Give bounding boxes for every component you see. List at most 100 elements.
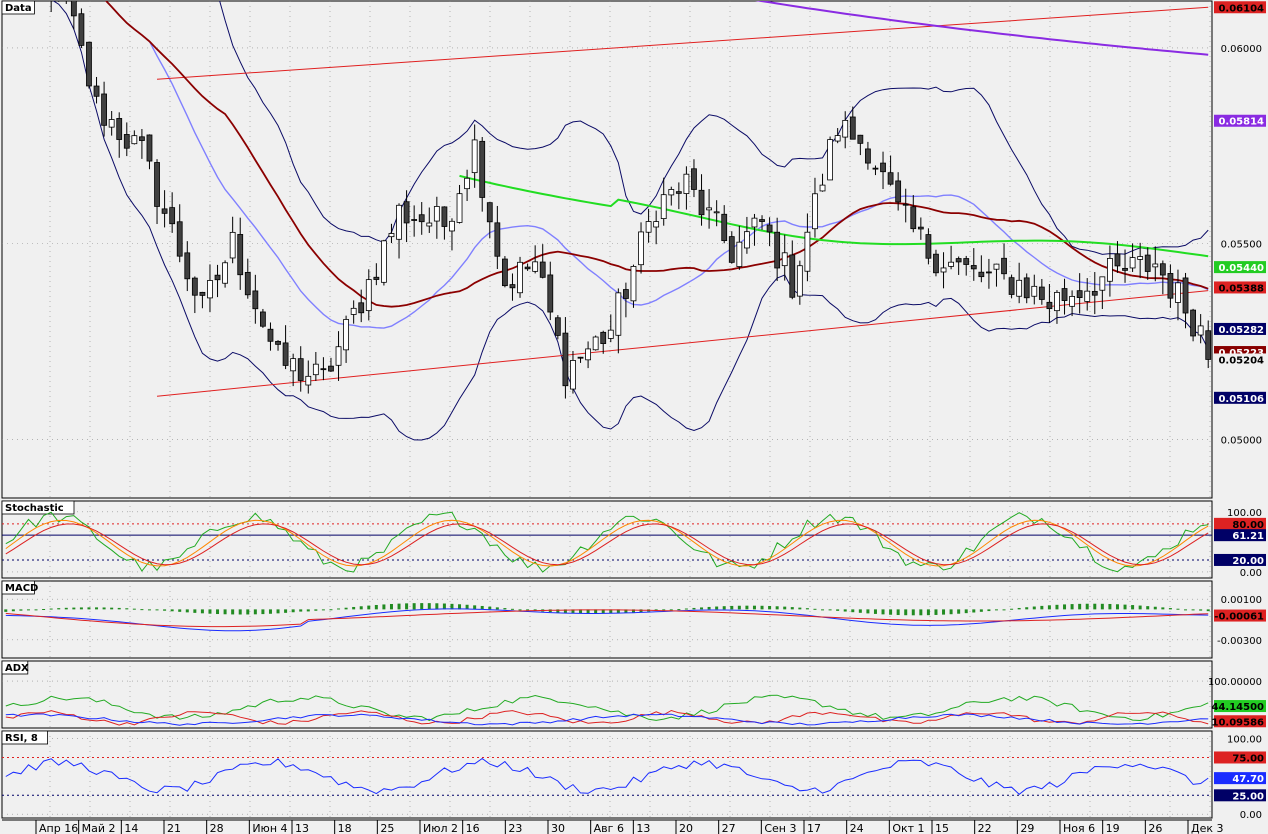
candle-body bbox=[297, 358, 304, 381]
rsi-value-tag bbox=[1214, 751, 1266, 764]
macd-histogram-bar bbox=[1146, 606, 1150, 610]
date-label: 24 bbox=[850, 822, 864, 834]
macd-histogram-bar bbox=[117, 607, 121, 610]
candle bbox=[139, 128, 145, 159]
candle bbox=[1205, 320, 1212, 369]
macd-histogram-bar bbox=[745, 605, 749, 610]
candle-body bbox=[1016, 279, 1023, 297]
adx-value-tag-label: 10.09586 bbox=[1211, 717, 1264, 728]
candle-body bbox=[116, 118, 123, 140]
candle bbox=[1076, 273, 1083, 314]
macd-histogram-bar bbox=[291, 609, 295, 613]
macd-histogram-bar bbox=[1199, 609, 1203, 611]
date-label: Окт 1 bbox=[892, 822, 924, 834]
rsi-value-tag bbox=[1214, 789, 1266, 802]
macd-histogram-bar bbox=[246, 609, 250, 615]
macd-histogram-bar bbox=[942, 609, 946, 615]
macd-histogram-bar bbox=[707, 606, 711, 610]
macd-histogram-bar bbox=[1017, 607, 1021, 610]
macd-histogram-bar bbox=[904, 609, 908, 616]
macd-histogram-bar bbox=[1025, 607, 1029, 610]
stochastic-slow-line bbox=[5, 523, 1209, 566]
candle-body bbox=[509, 284, 516, 289]
macd-histogram-bar bbox=[1047, 605, 1051, 610]
candle bbox=[933, 249, 939, 277]
macd-histogram-bar bbox=[662, 609, 666, 611]
candle bbox=[418, 202, 425, 235]
macd-histogram-bar bbox=[503, 608, 507, 610]
candle bbox=[207, 264, 213, 313]
candle bbox=[554, 315, 561, 340]
candle bbox=[615, 288, 622, 354]
candle bbox=[1099, 276, 1106, 310]
macd-histogram-bar bbox=[42, 609, 46, 611]
candle bbox=[728, 231, 735, 264]
candle bbox=[471, 124, 478, 188]
candle-body bbox=[986, 271, 992, 274]
macd-histogram-bar bbox=[231, 609, 235, 615]
candle-body bbox=[471, 139, 478, 174]
date-label: 15 bbox=[935, 822, 949, 834]
macd-histogram-bar bbox=[609, 609, 613, 614]
price-value-tag bbox=[1214, 391, 1266, 404]
macd-histogram-bar bbox=[1093, 603, 1097, 610]
candle-body bbox=[373, 276, 380, 280]
candle bbox=[774, 217, 781, 282]
candle bbox=[396, 203, 402, 259]
candle bbox=[524, 263, 531, 271]
macd-histogram-bar bbox=[972, 609, 976, 613]
candle bbox=[403, 190, 410, 243]
candle bbox=[169, 192, 176, 233]
candle-body bbox=[1197, 325, 1204, 336]
macd-histogram-bar bbox=[1191, 609, 1195, 611]
candle-body bbox=[570, 360, 576, 390]
candle bbox=[834, 128, 841, 144]
macd-value-tag bbox=[1214, 609, 1266, 622]
macd-histogram-bar bbox=[473, 605, 477, 610]
macd-histogram-bar bbox=[790, 607, 794, 610]
candle bbox=[1182, 272, 1189, 329]
candle-body bbox=[426, 222, 433, 227]
price-value-tag bbox=[1214, 1, 1266, 14]
candle-body bbox=[123, 134, 130, 149]
candle bbox=[902, 188, 909, 223]
candle bbox=[781, 234, 788, 281]
macd-histogram-bar bbox=[314, 609, 318, 611]
candle-body bbox=[660, 194, 667, 219]
candle bbox=[963, 255, 970, 276]
candle bbox=[849, 106, 856, 140]
macd-histogram-bar bbox=[64, 607, 68, 610]
candle-body bbox=[978, 271, 985, 278]
stochastic-tick-label: 100.00 bbox=[1227, 508, 1262, 519]
rsi-value-tag-label: 75.00 bbox=[1232, 753, 1264, 764]
candle-body bbox=[418, 214, 425, 223]
macd-histogram-bar bbox=[828, 609, 832, 611]
macd-histogram-bar bbox=[700, 607, 704, 610]
date-label: Май 2 bbox=[82, 822, 116, 834]
candle bbox=[509, 273, 516, 301]
candle-body bbox=[335, 346, 342, 366]
candle-body bbox=[948, 261, 954, 267]
macd-histogram-bar bbox=[518, 609, 522, 611]
macd-histogram-bar bbox=[957, 609, 961, 614]
candle bbox=[1001, 243, 1007, 280]
candle bbox=[751, 213, 758, 246]
candle-body bbox=[683, 173, 690, 194]
rsi-pane-frame bbox=[1, 730, 1213, 819]
macd-histogram-bar bbox=[987, 609, 991, 612]
candle-body bbox=[365, 279, 372, 311]
candle-body bbox=[910, 206, 917, 230]
candle bbox=[1197, 314, 1204, 344]
macd-histogram-bar bbox=[563, 609, 567, 613]
date-label: 28 bbox=[210, 822, 224, 834]
candle-body bbox=[1099, 276, 1106, 291]
macd-histogram-bar bbox=[1138, 605, 1142, 610]
candle bbox=[199, 291, 206, 309]
candle bbox=[623, 282, 629, 318]
candle bbox=[1069, 290, 1075, 317]
date-label: 18 bbox=[338, 822, 352, 834]
channel-line bbox=[156, 6, 1209, 80]
candle bbox=[494, 205, 501, 270]
candle bbox=[191, 276, 198, 314]
